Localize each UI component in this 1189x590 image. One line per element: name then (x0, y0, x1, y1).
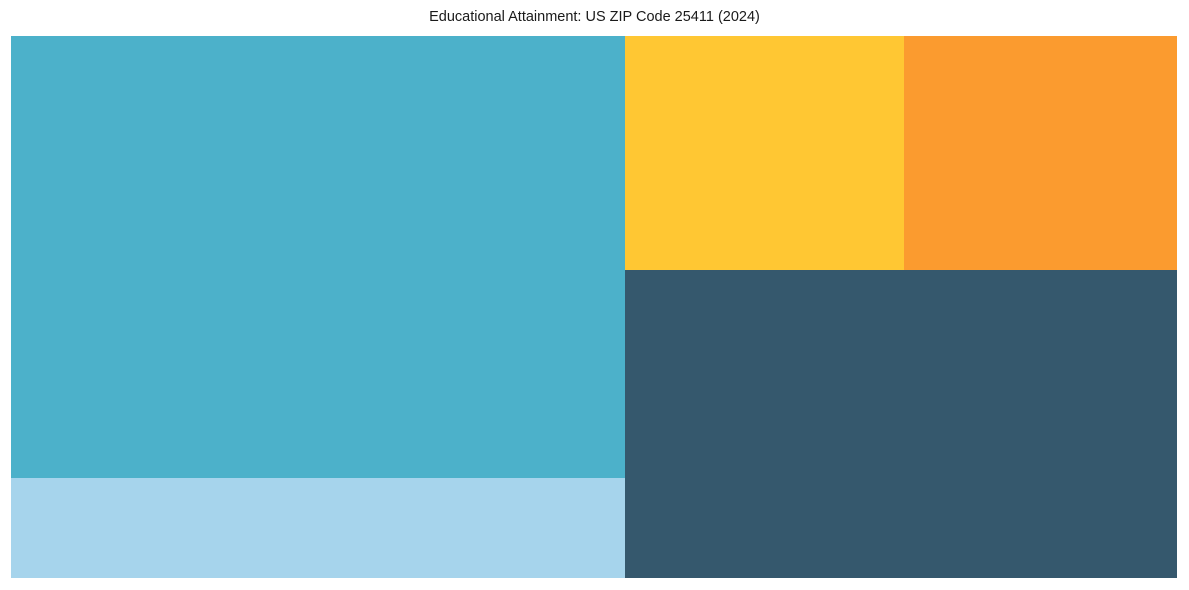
chart-title: Educational Attainment: US ZIP Code 2541… (429, 9, 760, 25)
treemap-tile-less-than-high-school[interactable]: Less than high school diploma (11, 478, 625, 578)
treemap-tile-some-college-no-degree[interactable]: Some college, no degree (625, 36, 905, 270)
treemap-plot-area: High school graduate (includes equivalen… (11, 36, 1177, 578)
treemap-tile-associates-degree[interactable]: Associate's degree (904, 36, 1177, 270)
treemap-tile-bachelors-degree-or-higher[interactable]: Bachelor's degree or higher (625, 269, 1177, 578)
treemap-tile-high-school-graduate[interactable]: High school graduate (includes equivalen… (11, 36, 625, 478)
